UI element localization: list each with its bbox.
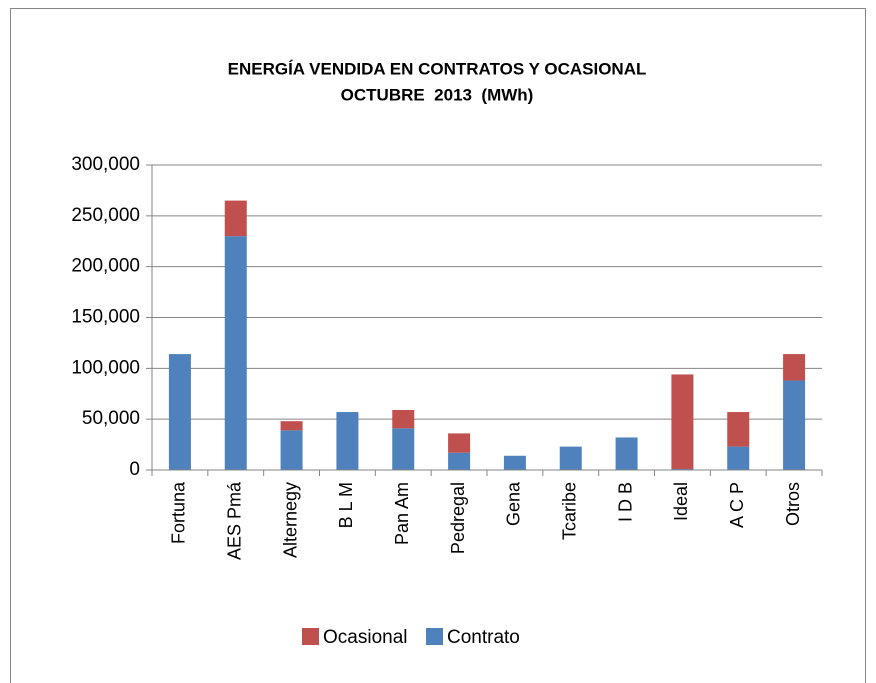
x-tick-label: Ideal: [671, 482, 691, 521]
bar-segment: [671, 374, 694, 469]
y-tick-label: 100,000: [71, 357, 140, 378]
legend-label: Ocasional: [323, 627, 408, 648]
legend-swatch: [302, 628, 319, 645]
bar-segment: [392, 410, 415, 429]
bar-segment: [503, 455, 526, 470]
bar-segment: [615, 437, 638, 470]
bar-segment: [336, 412, 359, 470]
bar-segment: [168, 354, 191, 470]
bar-segment: [559, 446, 582, 470]
y-tick-label: 50,000: [82, 408, 140, 429]
bar-segment: [392, 428, 415, 470]
y-tick-label: 150,000: [71, 307, 140, 328]
x-tick-label: Pan Am: [392, 482, 412, 545]
x-tick-label: A C P: [727, 482, 747, 528]
x-tick-label: I D B: [615, 482, 635, 522]
x-tick-label: Tcaribe: [560, 482, 580, 540]
bar-segment: [727, 412, 750, 447]
x-tick-label: B L M: [336, 482, 356, 528]
chart-subtitle: OCTUBRE 2013 (MWh): [341, 85, 534, 104]
bar-segment: [224, 236, 247, 470]
bar-segment: [448, 452, 471, 470]
x-tick-label: Fortuna: [169, 481, 189, 544]
y-tick-label: 0: [129, 459, 140, 480]
bar-segment: [671, 468, 694, 470]
bar-segment: [448, 433, 471, 453]
x-tick-label: Alternegy: [280, 482, 300, 558]
bar-segment: [783, 354, 806, 381]
x-tick-label: AES Pmá: [225, 481, 245, 560]
x-tick-label: Otros: [783, 482, 803, 526]
bar-segment: [280, 430, 303, 470]
legend-label: Contrato: [447, 627, 520, 648]
chart-title: ENERGÍA VENDIDA EN CONTRATOS Y OCASIONAL: [228, 59, 647, 78]
bar-segment: [280, 421, 303, 431]
y-tick-label: 200,000: [71, 256, 140, 277]
chart-border: [10, 8, 866, 683]
x-tick-label: Pedregal: [448, 482, 468, 554]
legend-swatch: [426, 628, 443, 645]
y-tick-label: 300,000: [71, 154, 140, 175]
y-tick-label: 250,000: [71, 205, 140, 226]
bar-segment: [224, 200, 247, 237]
bar-segment: [783, 380, 806, 470]
x-tick-label: Gena: [504, 481, 524, 526]
bar-segment: [727, 446, 750, 470]
